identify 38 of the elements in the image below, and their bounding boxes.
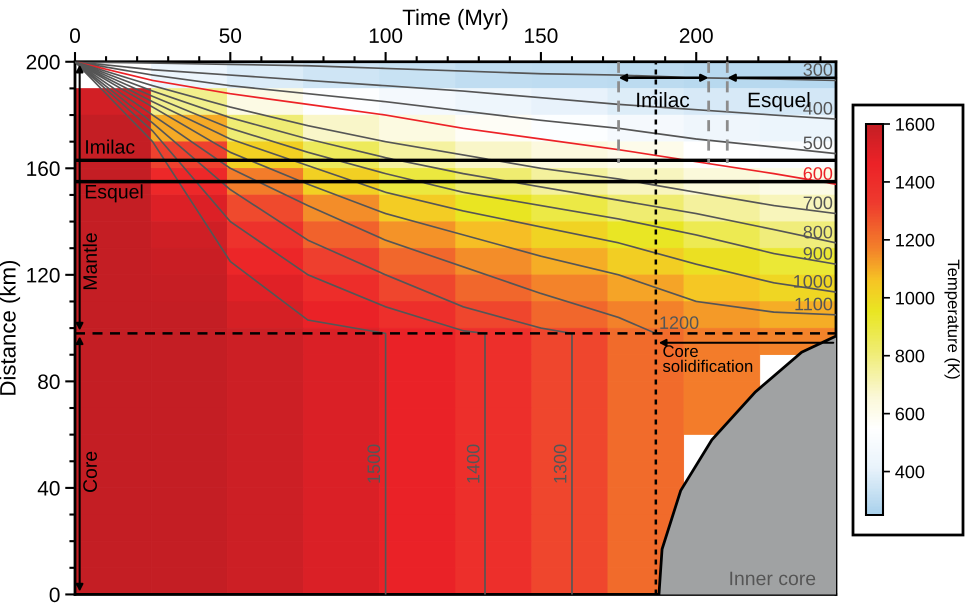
- y-tick-label: 0: [50, 587, 60, 602]
- annotation: Core: [83, 452, 97, 492]
- series-label: 1200: [660, 316, 698, 330]
- color-bar-label: 400: [895, 465, 924, 478]
- series-label: 300: [803, 63, 832, 76]
- x-tick-label: 200: [680, 28, 713, 44]
- y-tick-label: 120: [27, 268, 60, 283]
- color-bar-label: 1000: [896, 292, 934, 304]
- color-bar-title: Temperature (K): [944, 260, 960, 379]
- text: 1500: [367, 444, 380, 483]
- series-label: 500: [803, 136, 832, 150]
- text: 1400: [466, 444, 480, 483]
- color-bar-label: 800: [896, 350, 924, 362]
- y-tick-label: 200: [26, 54, 60, 70]
- y-tick-label: 80: [38, 374, 60, 390]
- x-tick-label: 50: [220, 28, 242, 44]
- series-label: 900: [804, 247, 832, 260]
- series-label: 600: [804, 167, 832, 180]
- color-bar-label: 1200: [896, 234, 934, 247]
- series-label: 700: [804, 196, 832, 210]
- ref-line-label: Imilac: [86, 140, 135, 154]
- x-tick-label: 0: [70, 28, 80, 44]
- color-bar-label: 1400: [896, 176, 934, 189]
- annotation: Imilac: [637, 92, 690, 108]
- y-tick-label: 160: [27, 161, 60, 176]
- series-label: Inner core: [730, 572, 816, 586]
- x-axis-title: Time (Myr): [402, 8, 508, 30]
- text: 1300: [554, 444, 567, 483]
- color-bar-label: 600: [896, 408, 924, 420]
- x-tick-label: 100: [370, 28, 402, 44]
- y-tick-label: 40: [38, 480, 60, 496]
- color-bar-label: 1600: [896, 118, 934, 131]
- series-label: 800: [804, 226, 832, 239]
- ref-line-label: Esquel: [86, 184, 142, 202]
- annotation: Core solidification: [662, 345, 752, 372]
- x-tick-label: 150: [525, 28, 558, 44]
- annotation: Mantle: [82, 233, 97, 290]
- series-label: 1100: [795, 298, 832, 310]
